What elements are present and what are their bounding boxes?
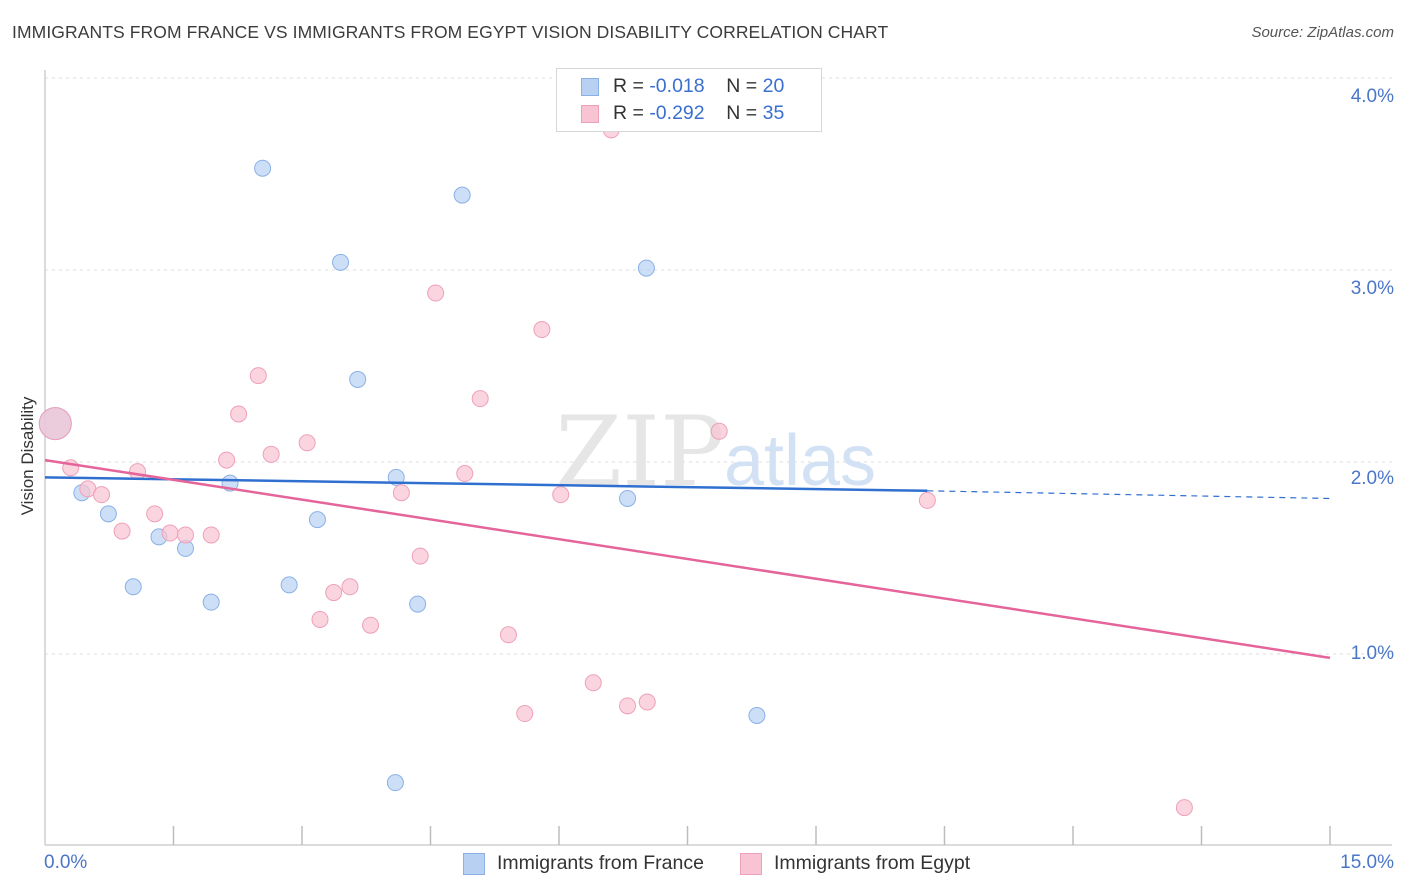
france-point [332,253,350,271]
egypt-point [499,626,517,644]
egypt-point [218,451,236,469]
egypt-point [161,524,179,542]
r-label: R = [613,102,650,124]
egypt-point [129,463,147,481]
r-value: -0.018 [649,75,705,97]
france-point [349,370,367,388]
france-trend-line [44,476,928,493]
egypt-point [202,526,220,544]
egypt-point [411,547,429,565]
france-point [124,578,142,596]
legend: R = -0.018 N = 20 R = -0.292 N = 35 [556,68,822,132]
france-swatch [581,78,599,96]
egypt-point [93,486,111,504]
egypt-point-large [38,407,72,441]
egypt-point [1175,799,1193,817]
r-value: -0.292 [649,102,705,124]
n-value: 20 [762,75,785,97]
france-point [202,593,220,611]
egypt-point [619,697,637,715]
chart-title: IMMIGRANTS FROM FRANCE VS IMMIGRANTS FRO… [12,22,889,42]
r-label: R = [613,75,650,97]
egypt-point [325,584,343,602]
n-label: N = [726,75,763,97]
france-swatch [463,853,485,875]
france-point [386,774,404,792]
series-name: Immigrants from Egypt [774,852,971,874]
egypt-point [341,578,359,596]
egypt-point [638,693,656,711]
france-point [387,468,405,486]
france-point [619,489,637,507]
egypt-point [298,434,316,452]
france-point [99,505,117,523]
n-label: N = [726,102,763,124]
france-point [748,706,766,724]
france-trend-extension [927,490,1331,500]
egypt-point [456,465,474,483]
y-tick-label: 2.0% [1350,468,1394,489]
france-point [637,259,655,277]
watermark-zip: ZIP [555,396,724,508]
y-tick-label: 1.0% [1350,643,1394,664]
n-value: 35 [762,102,785,124]
series-name: Immigrants from France [497,852,704,874]
egypt-point [262,445,280,463]
y-tick-label: 4.0% [1350,86,1394,107]
egypt-point [113,522,131,540]
egypt-point [471,390,489,408]
egypt-point [176,526,194,544]
egypt-point [918,491,936,509]
france-point [409,595,427,613]
egypt-point [710,422,728,440]
source-label: Source: ZipAtlas.com [1251,24,1394,41]
egypt-point [249,367,267,385]
egypt-point [584,674,602,692]
egypt-point [311,610,329,628]
egypt-swatch [581,105,599,123]
y-tick-label: 3.0% [1350,278,1394,299]
egypt-point [552,486,570,504]
egypt-point [392,484,410,502]
egypt-swatch [740,853,762,875]
egypt-point [533,321,551,339]
egypt-point [427,284,445,302]
france-point [308,511,326,529]
france-point [254,159,272,177]
france-point [280,576,298,594]
egypt-point [146,505,164,523]
egypt-trend-line [44,458,1331,660]
x-tick-label: 0.0% [44,852,88,873]
egypt-point [362,616,380,634]
egypt-point [516,705,534,723]
france-point [453,186,471,204]
y-axis-label: Vision Disability [18,396,37,516]
x-tick-label: 15.0% [1340,852,1394,873]
egypt-point [230,405,248,423]
